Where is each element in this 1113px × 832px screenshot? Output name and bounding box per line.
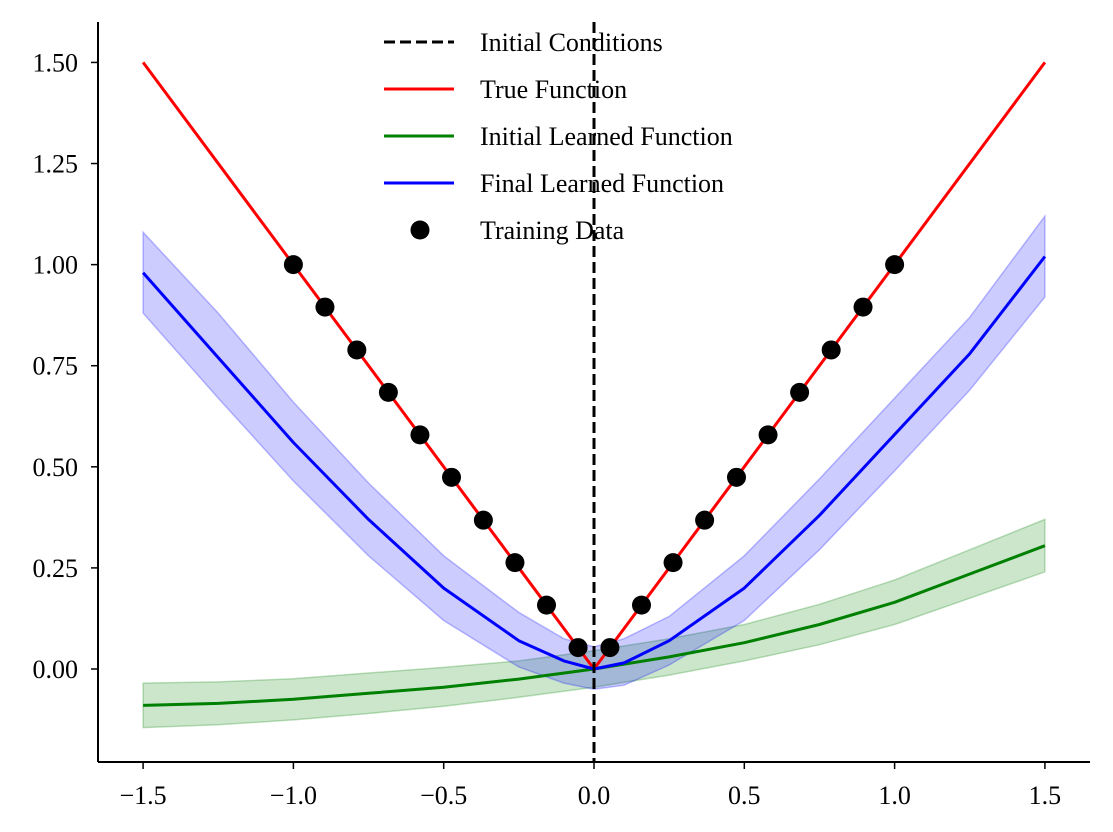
- training-data-point: [695, 510, 715, 530]
- legend-item: Initial Learned Function: [384, 122, 733, 151]
- legend-label: Initial Learned Function: [480, 122, 733, 151]
- legend-item: Initial Conditions: [384, 28, 663, 57]
- legend-label: Final Learned Function: [480, 169, 724, 198]
- band-initial-learned-function: [142, 518, 1046, 729]
- training-data-point: [347, 340, 367, 360]
- training-data-point: [600, 638, 620, 658]
- training-data-point: [283, 255, 303, 275]
- legend-item: Training Data: [410, 216, 625, 245]
- training-data-point: [410, 425, 430, 445]
- training-data-point: [663, 553, 683, 573]
- x-tick-label: 1.0: [878, 781, 911, 810]
- x-tick-label: −0.5: [420, 781, 467, 810]
- y-tick-label: 1.00: [33, 251, 79, 280]
- training-data-points: [283, 255, 905, 658]
- training-data-point: [853, 297, 873, 317]
- y-tick-label: 0.75: [33, 352, 79, 381]
- x-tick-label: 0.5: [728, 781, 761, 810]
- legend: Initial Conditions True Function Initial L…: [384, 28, 733, 245]
- training-data-point: [505, 553, 525, 573]
- training-data-point: [315, 297, 335, 317]
- legend-item: Final Learned Function: [384, 169, 724, 198]
- training-data-point: [758, 425, 778, 445]
- x-tick-label: 0.0: [578, 781, 611, 810]
- y-tick-label: 0.50: [33, 453, 79, 482]
- training-data-point: [568, 638, 588, 658]
- legend-label: Training Data: [480, 216, 625, 245]
- training-data-point: [537, 595, 557, 615]
- legend-marker: [410, 220, 430, 240]
- training-data-point: [726, 467, 746, 487]
- band-final-learned-function: [142, 213, 1046, 690]
- training-data-point: [473, 510, 493, 530]
- y-tick-label: 0.00: [33, 655, 79, 684]
- legend-item: True Function: [384, 75, 627, 104]
- training-data-point: [631, 595, 651, 615]
- legend-label: Initial Conditions: [480, 28, 663, 57]
- training-data-point: [885, 255, 905, 275]
- training-data-point: [378, 382, 398, 402]
- axes: −1.5 −1.0 −0.5 0.0 0.5 1.0 1.5 0.00 0.25 0.50 0.75…: [33, 22, 1090, 810]
- y-tick-label: 1.50: [33, 48, 79, 77]
- y-tick-label: 0.25: [33, 554, 79, 583]
- confidence-bands: [142, 213, 1046, 729]
- x-tick-label: −1.0: [270, 781, 317, 810]
- x-tick-label: −1.5: [120, 781, 167, 810]
- training-data-point: [821, 340, 841, 360]
- y-tick-label: 1.25: [33, 150, 79, 179]
- training-data-point: [442, 467, 462, 487]
- legend-label: True Function: [480, 75, 627, 104]
- x-tick-label: 1.5: [1029, 781, 1062, 810]
- training-data-point: [790, 382, 810, 402]
